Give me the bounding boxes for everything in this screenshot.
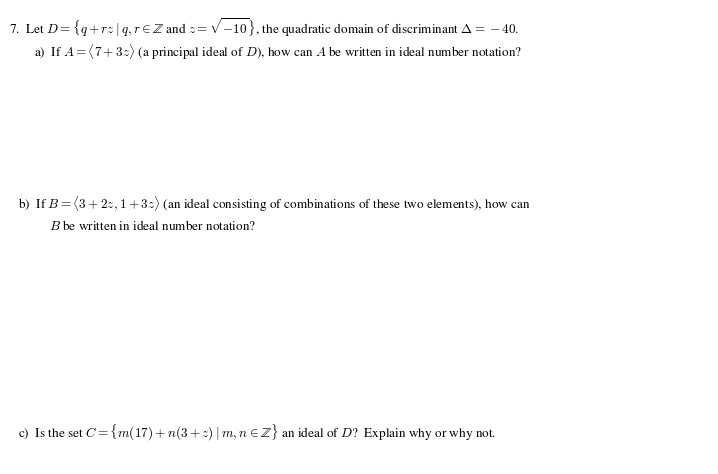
Text: a)  If $A = \langle 7 + 3z \rangle$ (a principal ideal of $D$), how can $A$ be w: a) If $A = \langle 7 + 3z \rangle$ (a pr… <box>34 42 523 62</box>
Text: $B$ be written in ideal number notation?: $B$ be written in ideal number notation? <box>49 219 256 234</box>
Text: b)  If $B = \langle 3 + 2z, 1 + 3z \rangle$ (an ideal consisting of combinations: b) If $B = \langle 3 + 2z, 1 + 3z \rangl… <box>18 194 531 214</box>
Text: c)  Is the set $C = \{m(17) + n(3 + z) \mid m, n \in \mathbb{Z}\}$ an ideal of $: c) Is the set $C = \{m(17) + n(3 + z) \m… <box>18 423 496 443</box>
Text: 7.  Let $D = \{q + rz \mid q, r \in \mathbb{Z}$ and $z = \sqrt{-10}\}$, the quad: 7. Let $D = \{q + rz \mid q, r \in \math… <box>9 17 519 39</box>
